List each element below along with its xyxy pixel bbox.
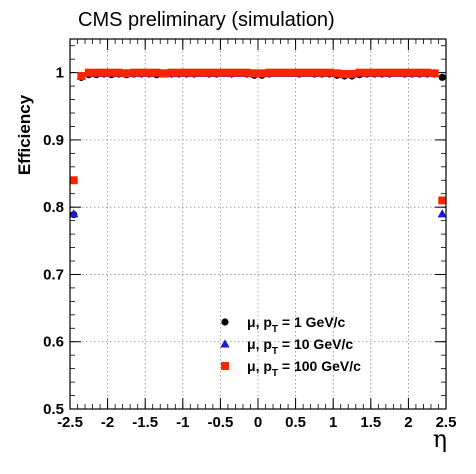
data-point-square [430, 69, 439, 78]
legend: μ, pT = 1 GeV/cμ, pT = 10 GeV/cμ, pT = 1… [220, 314, 361, 379]
x-tick-label: -2.5 [57, 414, 83, 431]
data-point-square [235, 68, 244, 77]
data-point-square [114, 68, 123, 77]
data-point-square [370, 68, 379, 77]
data-point-square [167, 68, 176, 77]
data-point-square [423, 68, 432, 77]
data-point-square [182, 68, 191, 77]
axis-ticks [69, 39, 447, 410]
data-point-square [302, 68, 311, 77]
data-point-square [265, 68, 274, 77]
data-point-square [280, 68, 289, 77]
plot-frame [69, 38, 447, 410]
data-point-square [348, 70, 356, 78]
legend-label: μ, pT = 100 GeV/c [247, 358, 361, 379]
data-point-square [69, 176, 78, 185]
x-tick-label: 2 [404, 414, 412, 431]
data-point-square [122, 69, 131, 78]
grid-lines [70, 39, 446, 409]
x-tick-label: -1 [176, 414, 189, 431]
x-axis-label: η [433, 425, 447, 453]
data-point-square [212, 68, 221, 77]
data-point-square [295, 68, 304, 77]
legend-label: μ, pT = 10 GeV/c [247, 336, 353, 357]
x-tick-label: 0 [254, 414, 262, 431]
data-point-square [145, 68, 153, 77]
data-point-square [438, 196, 447, 205]
data-point-square [190, 68, 199, 77]
data-point-square [400, 68, 409, 77]
data-point-square [77, 72, 86, 80]
data-point-square [99, 68, 108, 77]
data-point-triangle [69, 209, 79, 218]
data-point-square [378, 68, 387, 77]
y-tick-label: 0.8 [43, 199, 64, 216]
chart-title: CMS preliminary (simulation) [78, 9, 335, 31]
y-tick-label: 0.7 [43, 266, 64, 283]
data-point-square [385, 68, 394, 77]
data-point-triangle [437, 209, 447, 218]
x-tick-label: -1.5 [132, 414, 158, 431]
data-point-square [129, 68, 138, 77]
x-tick-label: 1.5 [360, 414, 381, 431]
data-point-square [137, 68, 146, 77]
data-point-square [340, 70, 349, 78]
data-point-square [84, 68, 93, 77]
data-point-circle [438, 73, 446, 81]
data-point-square [325, 68, 334, 77]
data-point-square [287, 68, 296, 77]
data-point-square [272, 68, 281, 77]
data-point-square [197, 68, 206, 77]
data-point-square [175, 68, 183, 77]
series-square [69, 68, 447, 205]
data-point-square [393, 68, 402, 77]
data-point-square [160, 69, 168, 78]
data-point-square [227, 68, 236, 77]
y-tick-label: 0.9 [43, 132, 64, 149]
y-tick-label: 0.5 [43, 401, 64, 418]
x-tick-label: 2.5 [436, 414, 457, 431]
x-tick-label: 0.5 [285, 414, 306, 431]
data-point-square [152, 68, 161, 77]
data-point-square [355, 68, 364, 77]
data-point-square [250, 69, 259, 78]
data-point-square [363, 68, 371, 77]
x-tick-label: -2 [101, 414, 114, 431]
y-tick-label: 1 [56, 65, 64, 82]
data-point-square [310, 68, 319, 77]
data-point-square [92, 68, 101, 77]
data-point-square [242, 68, 251, 77]
tick-labels: -2.5 -2 -1.5 -1 -0.5 0 0.5 1 1.5 2 2.5 0.5 0.6 0.7 0.8… [43, 65, 456, 431]
data-point-square [317, 68, 326, 77]
legend-marker-circle [221, 318, 229, 326]
data-point-square [415, 68, 424, 77]
x-tick-label: -0.5 [207, 414, 233, 431]
x-tick-label: 1 [329, 414, 337, 431]
data-point-square [333, 69, 341, 78]
data-point-square [107, 68, 116, 77]
data-point-square [205, 68, 214, 77]
data-point-square [220, 68, 229, 77]
data-point-square [257, 69, 266, 78]
data-point-square [408, 68, 417, 77]
legend-marker-square [221, 362, 229, 370]
y-axis-label: Efficiency [15, 94, 34, 175]
legend-marker-triangle [220, 339, 230, 348]
legend-label: μ, pT = 1 GeV/c [247, 314, 346, 335]
y-tick-label: 0.6 [43, 334, 64, 351]
data-points [69, 68, 447, 219]
